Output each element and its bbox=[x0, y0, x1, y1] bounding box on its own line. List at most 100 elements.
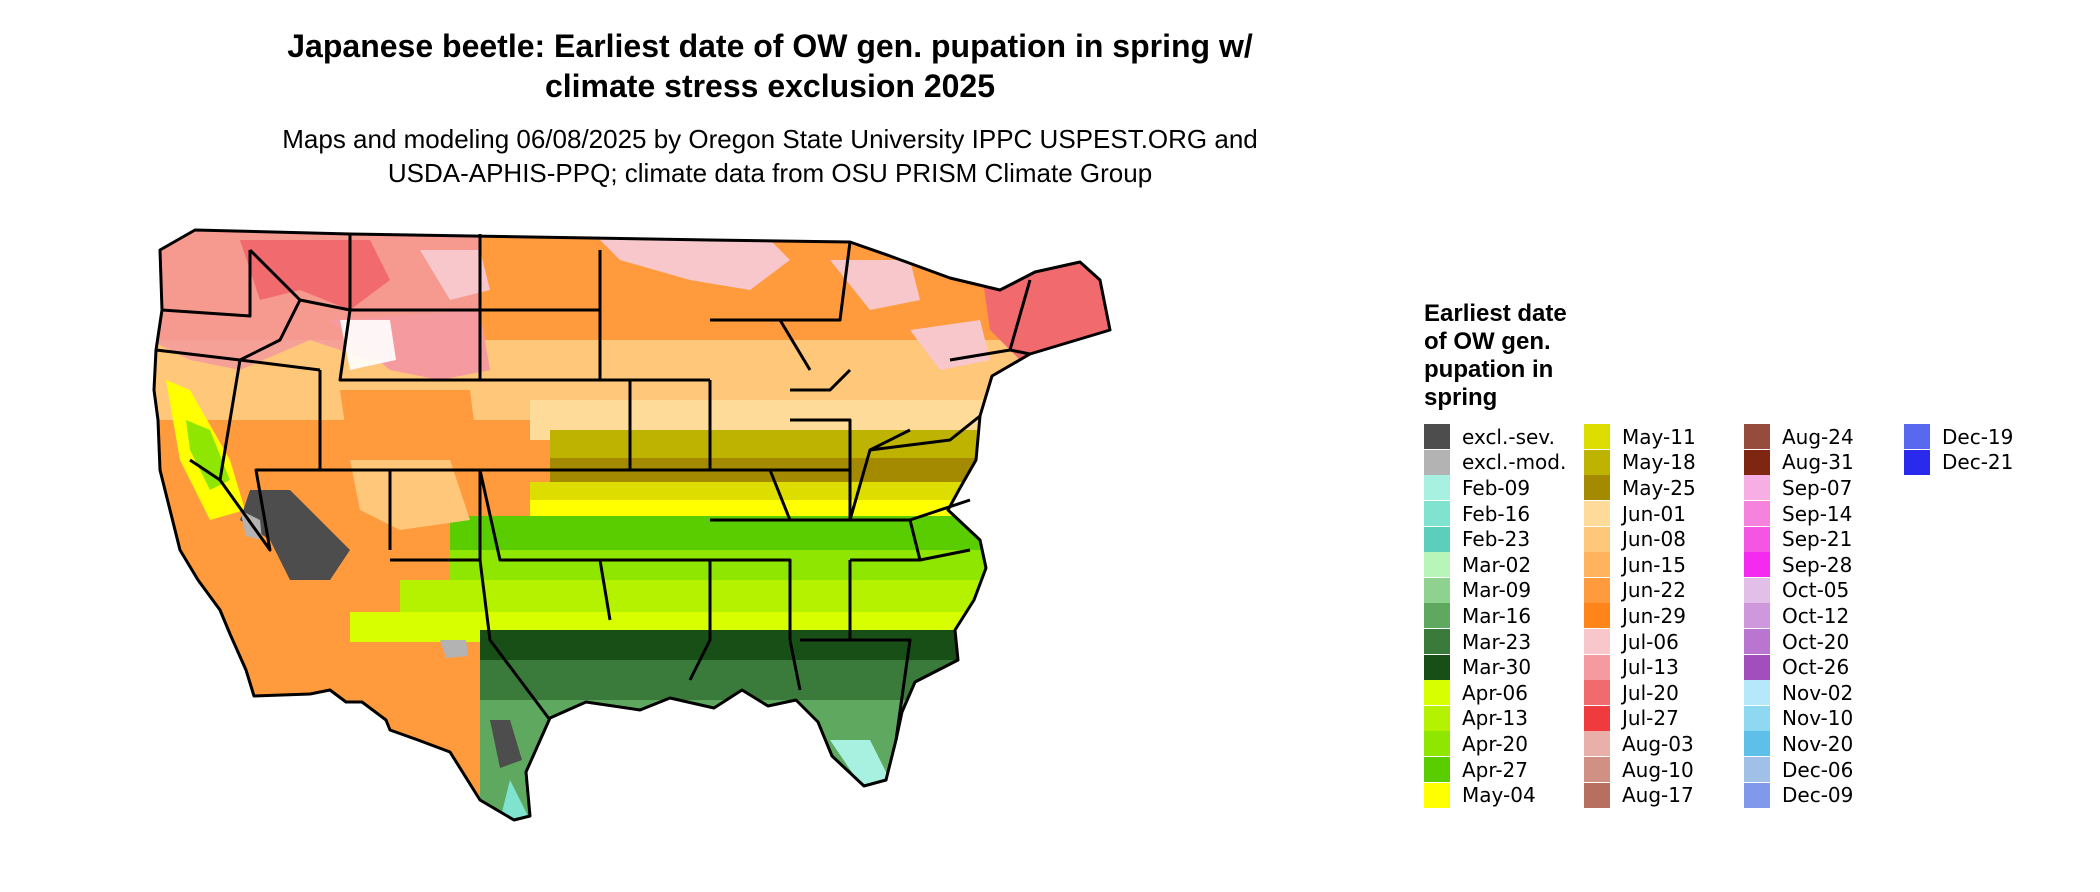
legend-label: Sep-14 bbox=[1782, 501, 1853, 526]
legend-swatch bbox=[1744, 731, 1770, 757]
legend-item: Apr-06 bbox=[1424, 680, 1528, 706]
legend-label: Mar-02 bbox=[1462, 552, 1532, 577]
legend-swatch bbox=[1744, 705, 1770, 731]
legend-label: May-04 bbox=[1462, 783, 1536, 808]
legend-swatch bbox=[1424, 577, 1450, 603]
legend-swatch bbox=[1584, 424, 1610, 450]
legend-item: Sep-28 bbox=[1744, 552, 1852, 578]
legend-item: Jul-13 bbox=[1584, 654, 1679, 680]
legend-item: Sep-14 bbox=[1744, 501, 1852, 527]
legend-item: Feb-23 bbox=[1424, 526, 1530, 552]
legend-swatch bbox=[1424, 449, 1450, 475]
legend-label: Apr-13 bbox=[1462, 706, 1528, 731]
legend-item: Jun-08 bbox=[1584, 526, 1686, 552]
legend-item: Oct-12 bbox=[1744, 603, 1849, 629]
legend-item: Sep-21 bbox=[1744, 526, 1852, 552]
legend-item: Nov-02 bbox=[1744, 680, 1853, 706]
legend-label: Dec-21 bbox=[1942, 450, 2014, 475]
subtitle-line-1: Maps and modeling 06/08/2025 by Oregon S… bbox=[282, 124, 1258, 154]
legend-swatch bbox=[1424, 680, 1450, 706]
legend-swatch bbox=[1584, 526, 1610, 552]
legend-label: Dec-06 bbox=[1782, 757, 1854, 782]
legend-label: Apr-20 bbox=[1462, 731, 1528, 756]
legend-label: Oct-05 bbox=[1782, 578, 1850, 603]
legend-swatch bbox=[1424, 757, 1450, 783]
map-subtitle: Maps and modeling 06/08/2025 by Oregon S… bbox=[150, 122, 1390, 190]
legend-label: Jul-06 bbox=[1622, 629, 1679, 654]
legend-item: Feb-16 bbox=[1424, 501, 1530, 527]
legend-swatch bbox=[1584, 449, 1610, 475]
legend-item: Oct-20 bbox=[1744, 629, 1849, 655]
legend-label: Apr-06 bbox=[1462, 680, 1528, 705]
legend-item: Jul-27 bbox=[1584, 705, 1679, 732]
legend-item: Mar-30 bbox=[1424, 654, 1531, 680]
legend-label: Jun-22 bbox=[1622, 578, 1686, 603]
legend-label: Oct-20 bbox=[1782, 629, 1850, 654]
legend-label: excl.-sev. bbox=[1462, 424, 1555, 449]
legend-item: Apr-20 bbox=[1424, 731, 1528, 757]
legend-label: Sep-21 bbox=[1782, 527, 1853, 552]
legend-swatch bbox=[1424, 731, 1450, 757]
legend-item: Sep-07 bbox=[1744, 475, 1852, 501]
legend-item: Apr-27 bbox=[1424, 757, 1528, 783]
legend-item: Dec-09 bbox=[1744, 782, 1853, 808]
legend-item: Dec-19 bbox=[1904, 424, 2013, 450]
legend-swatch bbox=[1584, 654, 1610, 680]
legend-swatch bbox=[1584, 552, 1610, 578]
legend-swatch bbox=[1424, 526, 1450, 552]
legend-label: Jun-29 bbox=[1622, 603, 1686, 628]
legend-label: Sep-28 bbox=[1782, 552, 1853, 577]
legend-swatch bbox=[1584, 501, 1610, 527]
legend-label: Jun-15 bbox=[1622, 552, 1686, 577]
legend-swatch bbox=[1424, 424, 1450, 450]
legend-label: Nov-20 bbox=[1782, 731, 1854, 756]
legend-item: Jun-29 bbox=[1584, 603, 1686, 629]
legend-item: May-04 bbox=[1424, 782, 1536, 808]
legend-item: Aug-10 bbox=[1584, 757, 1694, 783]
legend-swatch bbox=[1584, 680, 1610, 706]
legend-swatch bbox=[1584, 705, 1610, 731]
legend-item: Mar-16 bbox=[1424, 603, 1531, 629]
legend-item: Nov-10 bbox=[1744, 705, 1854, 732]
legend-item: May-11 bbox=[1584, 424, 1696, 450]
legend: Earliest date of OW gen. pupation in spr… bbox=[1424, 300, 2084, 820]
legend-label: Apr-27 bbox=[1462, 757, 1528, 782]
legend-item: Feb-09 bbox=[1424, 475, 1530, 501]
legend-label: Aug-17 bbox=[1622, 783, 1694, 808]
legend-title-line: spring bbox=[1424, 384, 1498, 411]
legend-label: Feb-16 bbox=[1462, 501, 1531, 526]
legend-item: Jul-06 bbox=[1584, 629, 1679, 655]
legend-swatch bbox=[1584, 577, 1610, 603]
legend-swatch bbox=[1584, 782, 1610, 808]
legend-swatch bbox=[1424, 552, 1450, 578]
legend-label: Dec-19 bbox=[1942, 424, 2014, 449]
legend-item: Jun-15 bbox=[1584, 552, 1686, 578]
legend-swatch bbox=[1584, 757, 1610, 783]
legend-item: May-18 bbox=[1584, 449, 1696, 476]
legend-swatch bbox=[1744, 449, 1770, 475]
legend-item: Mar-09 bbox=[1424, 577, 1531, 604]
legend-label: Mar-30 bbox=[1462, 655, 1532, 680]
legend-swatch bbox=[1424, 782, 1450, 808]
legend-label: Feb-23 bbox=[1462, 527, 1531, 552]
legend-swatch bbox=[1744, 424, 1770, 450]
legend-label: Jul-20 bbox=[1622, 680, 1679, 705]
legend-item: Jul-20 bbox=[1584, 680, 1679, 706]
legend-label: Jul-13 bbox=[1622, 655, 1679, 680]
legend-label: Sep-07 bbox=[1782, 475, 1853, 500]
legend-item: Aug-03 bbox=[1584, 731, 1694, 757]
legend-swatch bbox=[1744, 577, 1770, 603]
legend-swatch bbox=[1584, 603, 1610, 629]
legend-swatch bbox=[1904, 449, 1930, 475]
legend-swatch bbox=[1744, 680, 1770, 706]
title-line-1: Japanese beetle: Earliest date of OW gen… bbox=[287, 28, 1253, 64]
legend-item: Oct-26 bbox=[1744, 654, 1849, 680]
legend-title-line: of OW gen. bbox=[1424, 328, 1551, 355]
legend-label: Nov-10 bbox=[1782, 706, 1854, 731]
legend-swatch bbox=[1744, 757, 1770, 783]
legend-swatch bbox=[1744, 603, 1770, 629]
legend-swatch bbox=[1424, 654, 1450, 680]
legend-label: Mar-23 bbox=[1462, 629, 1532, 654]
legend-label: Aug-31 bbox=[1782, 450, 1854, 475]
legend-title-line: pupation in bbox=[1424, 356, 1554, 383]
